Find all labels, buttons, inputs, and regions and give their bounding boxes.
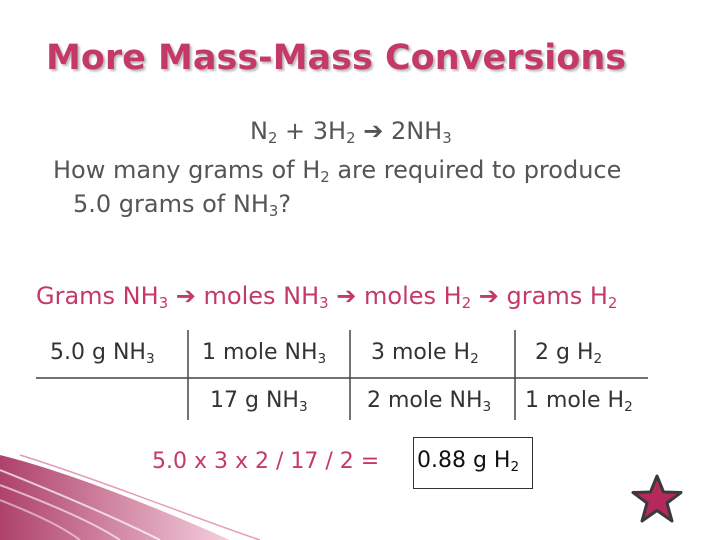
arrow-icon: ➔ — [363, 117, 384, 145]
table-cell-mole-h2-denominator: 1 mole H2 — [525, 388, 633, 415]
arrow-icon: ➔ — [328, 282, 365, 310]
result-box: 0.88 g H2 — [413, 437, 533, 489]
question-line-1: How many grams of H2 are required to pro… — [53, 156, 622, 187]
table-cell-moles-nh3: 1 mole NH3 — [202, 340, 327, 367]
table-cell-moles-nh3-denominator: 2 mole NH3 — [367, 388, 492, 415]
arrow-icon: ➔ — [168, 282, 204, 310]
page-title: More Mass-Mass Conversions — [46, 38, 627, 78]
table-cell-given: 5.0 g NH3 — [50, 340, 155, 367]
star-icon[interactable] — [630, 474, 684, 524]
table-cell-grams-nh3: 17 g NH3 — [210, 388, 308, 415]
table-cell-moles-h2: 3 mole H2 — [371, 340, 479, 367]
conversion-roadmap: Grams NH3 ➔ moles NH3 ➔ moles H2 ➔ grams… — [36, 282, 618, 313]
calculation: 5.0 x 3 x 2 / 17 / 2 = — [152, 449, 380, 474]
question-line-2: 5.0 grams of NH3? — [73, 190, 292, 221]
chemical-equation: N2 + 3H2 ➔ 2NH3 — [250, 117, 452, 148]
arrow-icon: ➔ — [471, 282, 507, 310]
table-cell-grams-h2: 2 g H2 — [535, 340, 603, 367]
